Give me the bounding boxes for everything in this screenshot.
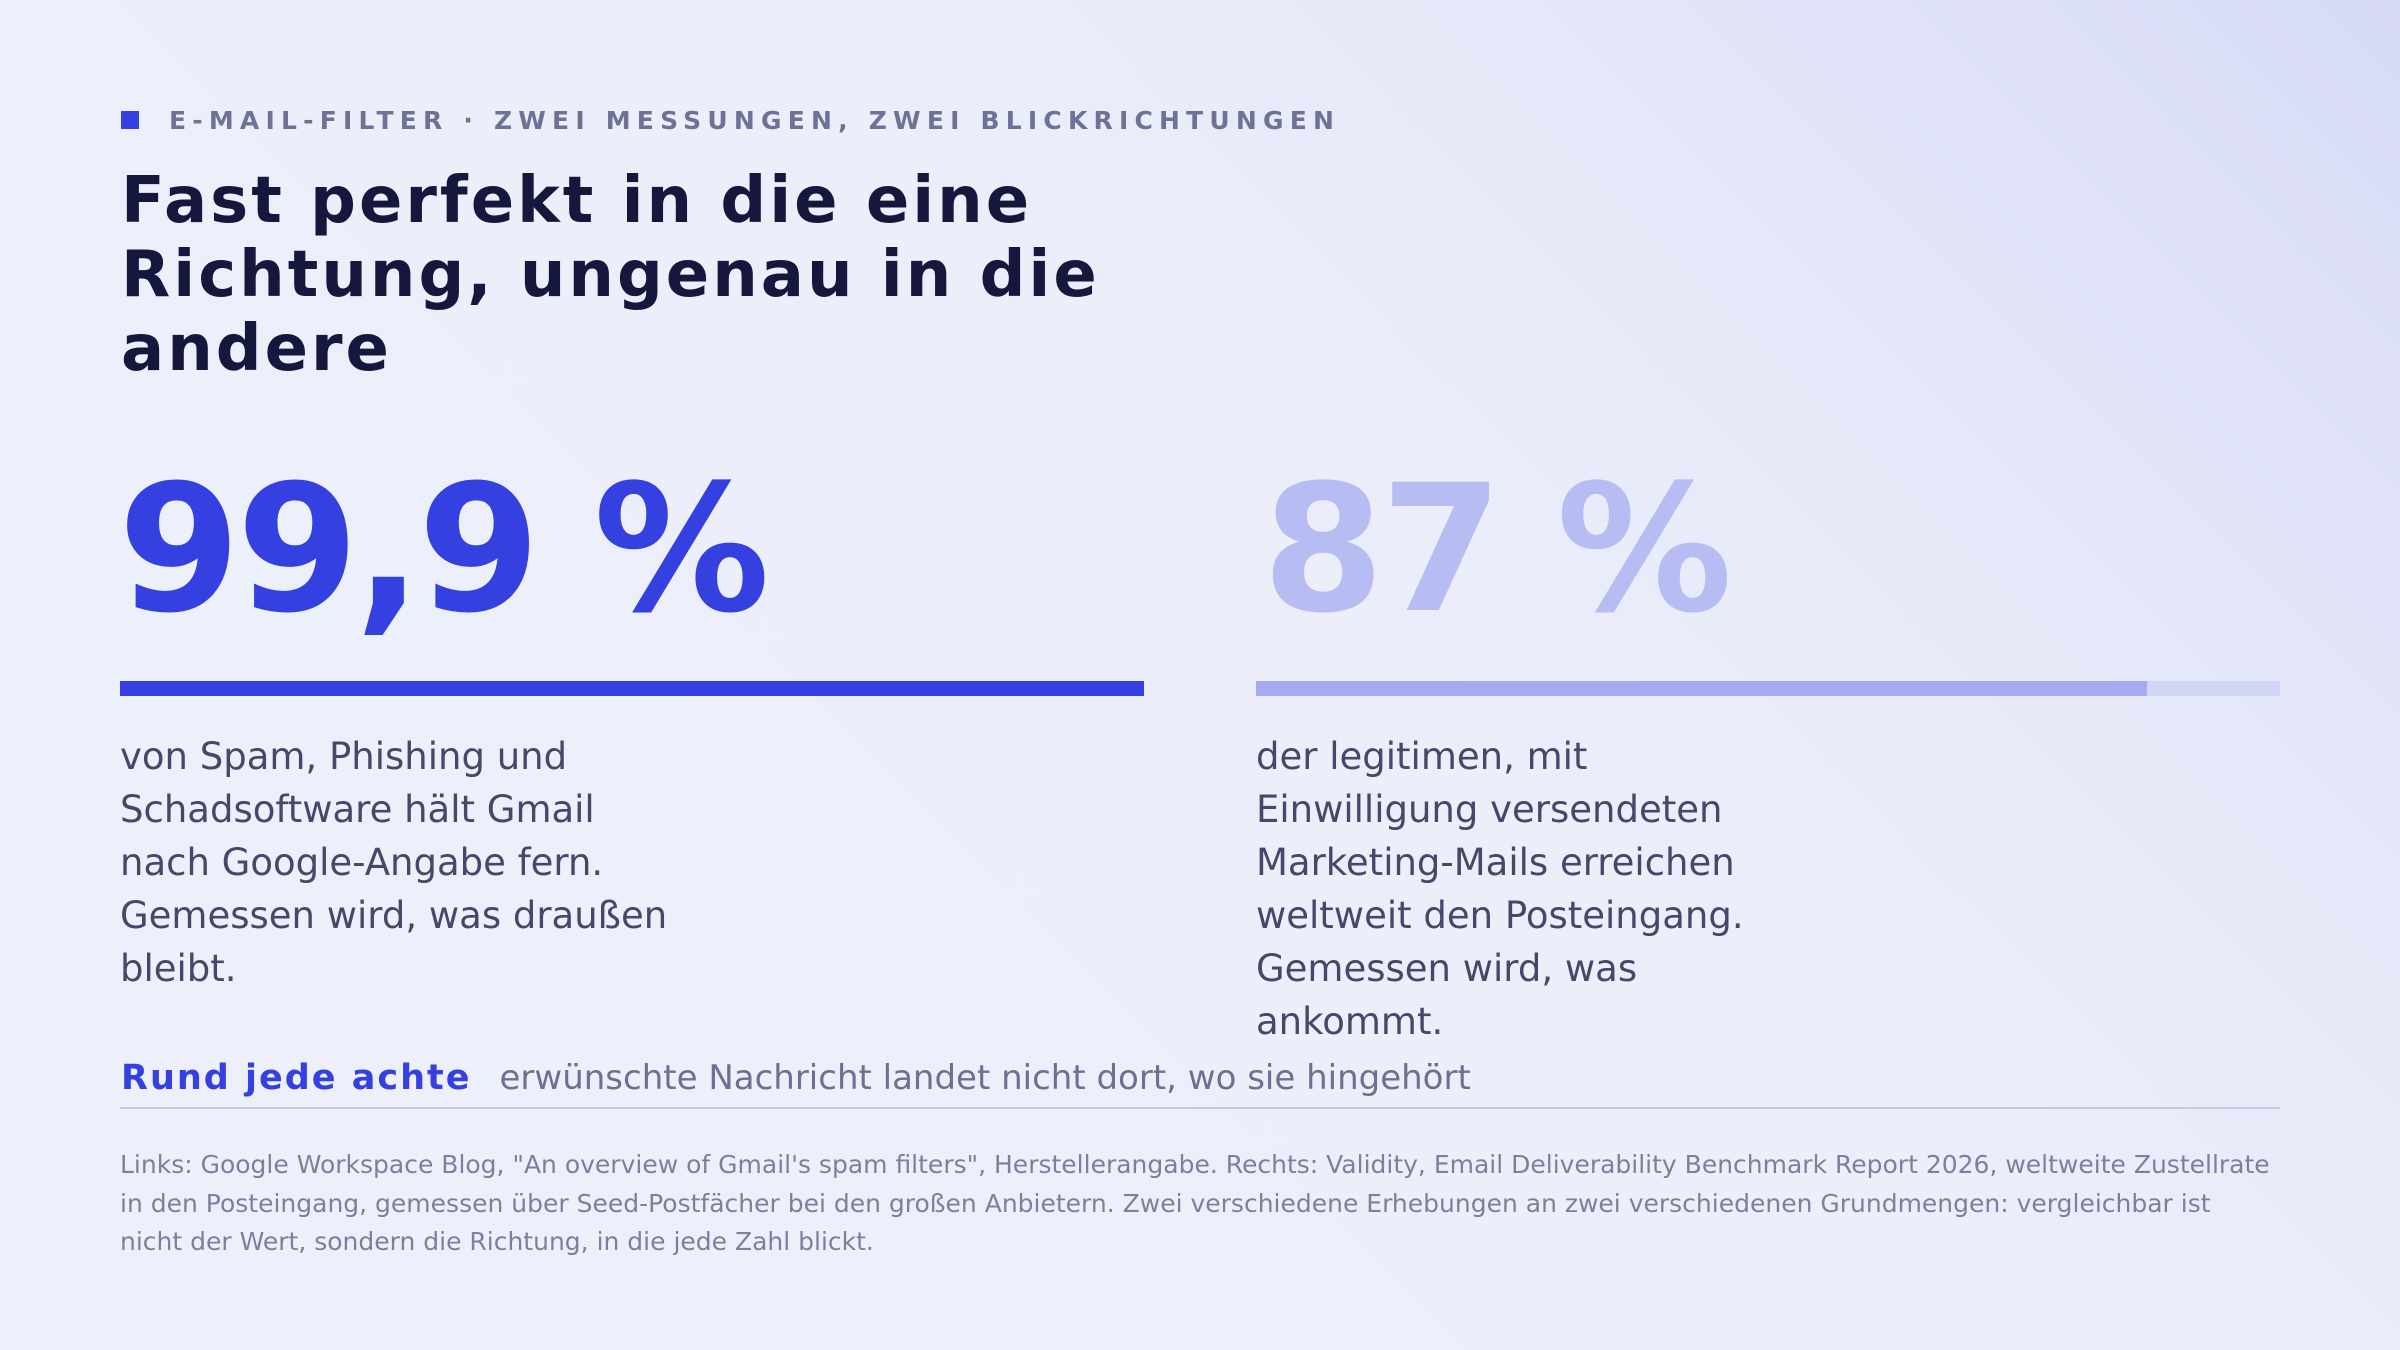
stat-description-right: der legitimen, mit Einwilligung versende…	[1256, 735, 1744, 1043]
divider	[120, 1107, 2280, 1109]
square-bullet-icon	[121, 111, 139, 129]
headline: Fast perfekt in die eine Richtung, ungen…	[121, 164, 1100, 386]
stat-description-left: von Spam, Phishing und Schadsoftware häl…	[120, 735, 668, 990]
progress-bar-right	[1256, 681, 2280, 696]
takeaway-line: Rund jede achte erwünschte Nachricht lan…	[121, 1053, 1471, 1103]
progress-fill-left	[120, 681, 1144, 696]
eyebrow-label: E-MAIL-FILTER · ZWEI MESSUNGEN, ZWEI BLI…	[121, 105, 1341, 135]
stat-value-left: 99,9 %	[118, 447, 770, 652]
progress-fill-right	[1256, 681, 2147, 696]
eyebrow-text: E-MAIL-FILTER · ZWEI MESSUNGEN, ZWEI BLI…	[169, 105, 1341, 135]
takeaway-emphasis: Rund jede achte	[121, 1058, 472, 1098]
source-note: Links: Google Workspace Blog, "An overvi…	[120, 1150, 2270, 1256]
stat-value-right: 87 %	[1262, 447, 1733, 652]
takeaway-text: erwünschte Nachricht landet nicht dort, …	[499, 1058, 1471, 1098]
progress-bar-left	[120, 681, 1144, 696]
